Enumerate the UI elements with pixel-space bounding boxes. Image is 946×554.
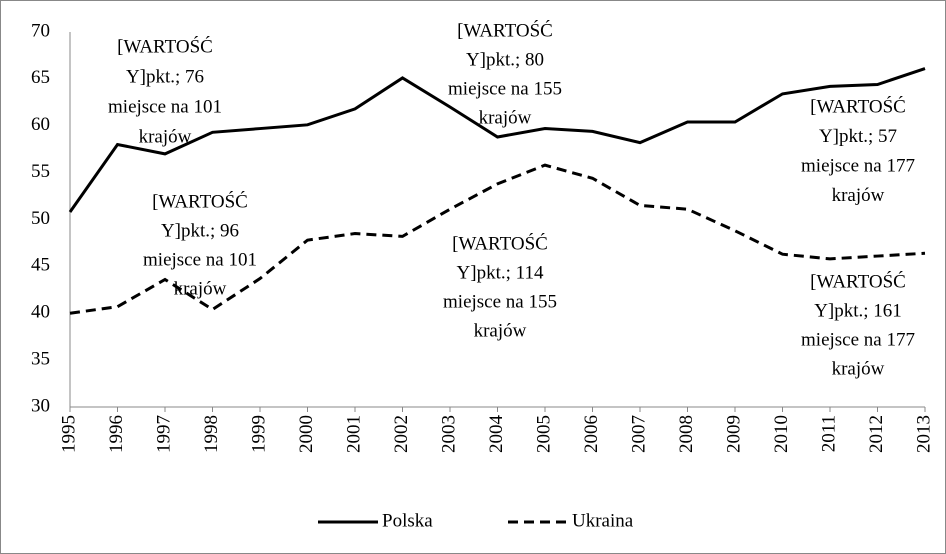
annotation: krajów [474,320,527,341]
x-tick-label: 2005 [533,415,554,453]
annotation: miejsce na 155 [448,78,562,99]
annotation: Y]pkt.; 57 [819,126,897,147]
y-tick-label: 30 [31,395,50,416]
annotation: miejsce na 155 [443,291,557,312]
annotation: [WARTOŚĆ [810,95,906,117]
annotation: Y]pkt.; 80 [466,49,544,70]
x-tick-label: 2000 [296,415,317,453]
y-tick-label: 70 [31,20,50,41]
annotation: miejsce na 177 [801,155,915,176]
annotation: Y]pkt.; 76 [126,66,204,87]
x-tick-label: 2010 [771,415,792,453]
annotation: [WARTOŚĆ [117,35,213,57]
x-tick-label: 2001 [343,415,364,453]
x-tick-label: 2004 [486,415,507,454]
y-tick-label: 50 [31,208,50,229]
x-tick-label: 1995 [58,415,79,453]
annotation: Y]pkt.; 161 [814,300,902,321]
series-line [69,163,926,315]
y-tick-label: 40 [31,302,50,323]
annotation: Y]pkt.; 114 [457,262,544,283]
x-tick-label: 2012 [866,415,887,453]
annotation: [WARTOŚĆ [452,232,548,254]
annotation: krajów [479,107,532,128]
x-tick-label: 2009 [723,415,744,453]
x-tick-label: 1996 [106,415,127,453]
legend-label: Ukraina [572,510,634,531]
y-tick-label: 60 [31,114,50,135]
legend-label: Polska [382,510,433,531]
x-tick-label: 2008 [676,415,697,453]
annotation: krajów [139,126,192,147]
annotation: [WARTOŚĆ [152,190,248,212]
x-tick-label: 2003 [438,415,459,453]
annotation: krajów [174,278,227,299]
annotation: [WARTOŚĆ [457,19,553,41]
x-tick-label: 2011 [818,415,839,452]
x-tick-label: 2006 [581,415,602,453]
x-tick-label: 2002 [391,415,412,453]
x-tick-label: 1998 [201,415,222,453]
x-tick-label: 1997 [153,415,174,453]
annotation: miejsce na 101 [108,96,222,117]
annotation: [WARTOŚĆ [810,270,906,292]
y-tick-label: 45 [31,255,50,276]
y-tick-label: 35 [31,348,50,369]
annotation: krajów [832,358,885,379]
annotation: miejsce na 177 [801,329,915,350]
x-tick-label: 2013 [913,415,934,453]
annotation: miejsce na 101 [143,249,257,270]
x-tick-label: 2007 [628,415,649,453]
x-tick-label: 1999 [248,415,269,453]
y-tick-label: 65 [31,67,50,88]
annotation: Y]pkt.; 96 [161,220,239,241]
series-line [68,67,926,213]
y-tick-label: 55 [31,161,50,182]
annotation: krajów [832,185,885,206]
